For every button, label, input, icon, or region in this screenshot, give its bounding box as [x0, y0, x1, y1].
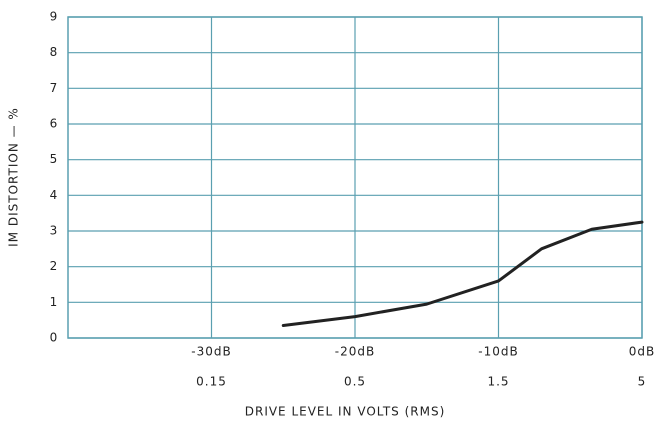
- y-tick-label: 2: [50, 259, 59, 273]
- x2-tick-label: 1.5: [487, 375, 509, 389]
- y-tick-label: 0: [50, 331, 59, 345]
- x-axis-label: DRIVE LEVEL IN VOLTS (RMS): [245, 405, 446, 419]
- x-tick-label: 0dB: [629, 345, 655, 359]
- y-tick-label: 1: [50, 295, 59, 309]
- x-tick-label: -10dB: [478, 345, 518, 359]
- y-tick-label: 5: [50, 152, 59, 166]
- y-tick-label: 8: [50, 45, 59, 59]
- data-line: [281, 220, 644, 328]
- x-tick-label: -30dB: [191, 345, 231, 359]
- x-tick-label: -20dB: [335, 345, 375, 359]
- y-axis-label: IM DISTORTION — %: [7, 107, 21, 247]
- x2-tick-label: 5: [638, 375, 647, 389]
- x2-tick-label: 0.15: [196, 375, 227, 389]
- y-tick-label: 9: [50, 10, 59, 24]
- y-tick-label: 3: [50, 224, 59, 238]
- y-tick-label: 4: [50, 188, 59, 202]
- x2-tick-label: 0.5: [344, 375, 366, 389]
- y-tick-label: 6: [50, 117, 59, 131]
- y-tick-label: 7: [50, 81, 59, 95]
